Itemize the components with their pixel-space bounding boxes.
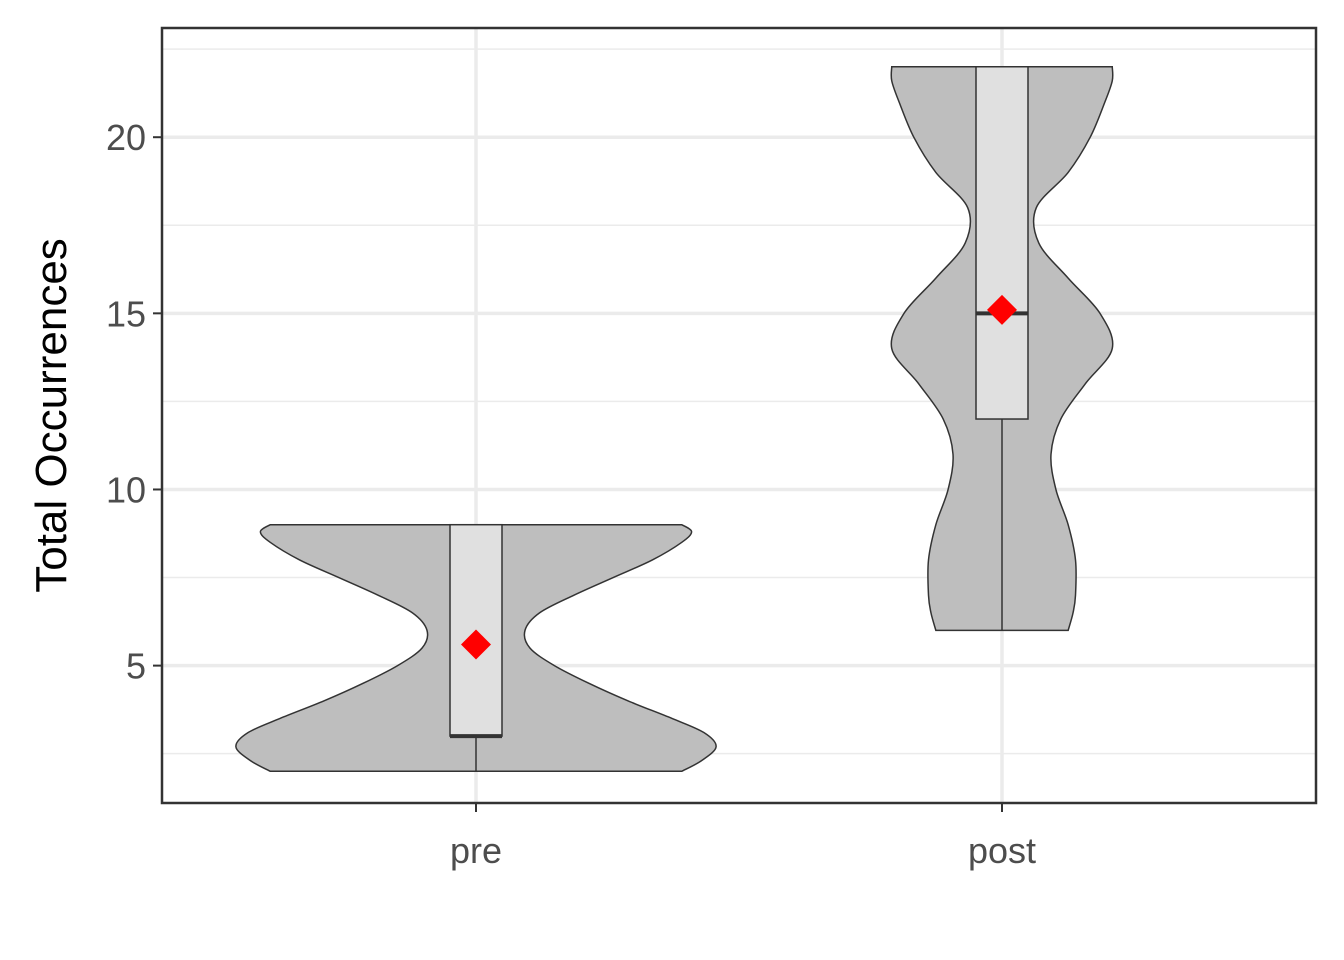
x-tick-label-pre: pre <box>450 830 502 871</box>
box-post <box>975 66 1029 420</box>
y-axis-title: Total Occurrences <box>27 238 76 593</box>
y-tick-label: 15 <box>106 293 146 334</box>
mean-marker-pre <box>461 629 491 660</box>
grid-lines <box>162 28 1316 803</box>
y-tick-label: 5 <box>126 646 146 687</box>
x-tick-label-post: post <box>968 830 1036 871</box>
mean-markers <box>461 294 1017 660</box>
y-tick-label: 10 <box>106 469 146 510</box>
boxplots <box>449 66 1029 772</box>
panel-border <box>160 26 1318 805</box>
axes: 5 10 15 20 pre post <box>106 117 1036 871</box>
mean-marker-post <box>987 294 1017 325</box>
y-tick-label: 20 <box>106 117 146 158</box>
